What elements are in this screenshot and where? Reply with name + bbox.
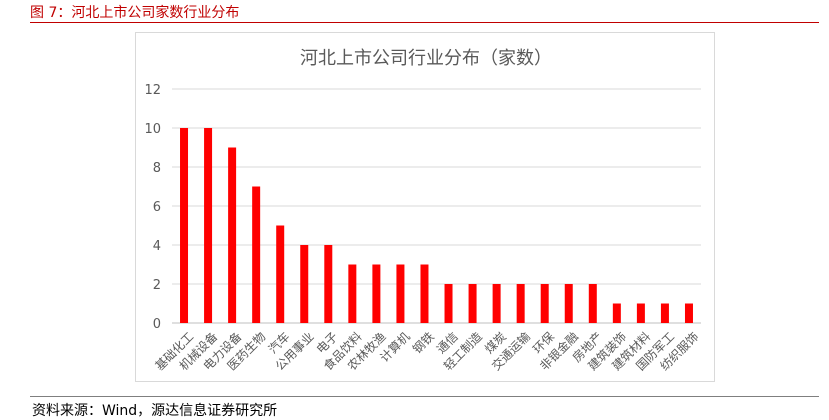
bar — [540, 284, 549, 323]
source-divider — [30, 396, 819, 397]
bar — [300, 245, 309, 323]
bar-chart: 河北上市公司行业分布（家数） 0 2 4 6 8 10 12 基础化工机械设备电力设备医药生… — [144, 48, 702, 374]
bar — [492, 284, 501, 323]
bar — [564, 284, 573, 323]
figure-caption: 图 7：河北上市公司家数行业分布 — [30, 5, 240, 21]
bar — [420, 264, 429, 323]
y-tick-label: 10 — [144, 122, 161, 137]
bar — [444, 284, 453, 323]
y-tick-label: 8 — [153, 161, 161, 176]
bar — [372, 264, 381, 323]
caption-divider — [30, 22, 819, 23]
y-tick-label: 2 — [153, 278, 161, 293]
source-note: 资料来源：Wind，源达信息证券研究所 — [32, 403, 278, 419]
bar — [468, 284, 477, 323]
y-axis-ticks: 0 2 4 6 8 10 12 — [144, 83, 161, 332]
bar — [228, 147, 237, 323]
chart-title: 河北上市公司行业分布（家数） — [300, 48, 552, 69]
x-tick-label: 钢铁 — [410, 329, 437, 356]
gridlines — [172, 88, 701, 324]
bar — [612, 303, 621, 323]
x-axis-labels: 基础化工机械设备电力设备医药生物汽车公用事业电子食品饮料农林牧渔计算机钢铁通信轻… — [153, 329, 702, 374]
bar — [324, 245, 333, 323]
y-tick-label: 12 — [144, 83, 161, 98]
bar — [684, 303, 693, 323]
bar — [636, 303, 645, 323]
bar — [588, 284, 597, 323]
bar — [180, 128, 189, 323]
y-tick-label: 0 — [153, 317, 161, 332]
y-tick-label: 6 — [153, 200, 161, 215]
y-tick-label: 4 — [153, 239, 161, 254]
bar — [348, 264, 357, 323]
bar — [396, 264, 405, 323]
bars — [180, 128, 693, 323]
bar — [660, 303, 669, 323]
bar — [516, 284, 525, 323]
chart-frame: 河北上市公司行业分布（家数） 0 2 4 6 8 10 12 基础化工 机械设备 电力设备 医药生… — [135, 32, 715, 382]
bar — [204, 128, 213, 323]
bar — [252, 186, 261, 323]
bar — [276, 225, 285, 323]
